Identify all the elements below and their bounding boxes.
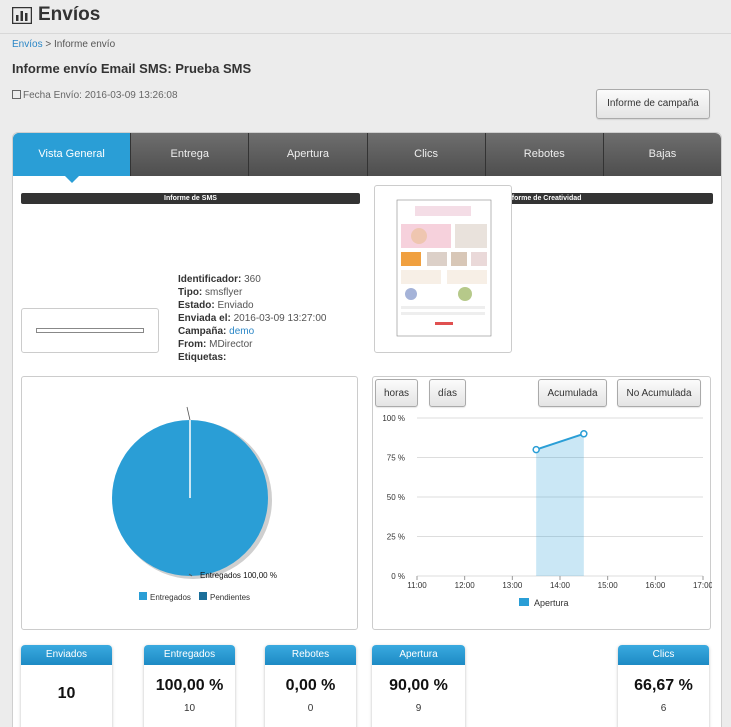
stat-value-clics: 66,67 %: [634, 677, 693, 694]
x-tick-label: 14:00: [550, 581, 571, 590]
data-point-apertura: [580, 430, 588, 438]
non-cumulative-button[interactable]: No Acumulada: [617, 379, 701, 407]
legend-label-apertura: Apertura: [534, 598, 569, 608]
tab-clics[interactable]: Clics: [366, 133, 485, 176]
sms-preview: [21, 308, 159, 353]
pie-chart-svg: Entregados 100,00 % Entregados Pendiente…: [112, 406, 277, 602]
x-tick-label: 12:00: [455, 581, 476, 590]
x-tick-label: 11:00: [407, 581, 427, 590]
y-tick-label: 75 %: [387, 454, 405, 463]
tab-vista-general[interactable]: Vista General: [13, 133, 131, 183]
sent-value: 2016-03-09 13:27:00: [233, 313, 327, 324]
tab-apertura[interactable]: Apertura: [248, 133, 366, 176]
legend-swatch-pendientes: [199, 592, 207, 600]
date-value: 2016-03-09 13:26:08: [84, 90, 178, 101]
state-value: Enviado: [217, 300, 254, 311]
creative-thumbnail[interactable]: [374, 185, 512, 353]
stat-count-entregados: 10: [183, 703, 196, 714]
stat-label-enviados: Enviados: [21, 645, 112, 665]
send-date: Fecha Envío: 2016-03-09 13:26:08: [12, 90, 178, 101]
stat-card-apertura: Apertura 90,00 % 9: [372, 645, 465, 727]
x-tick-label: 13:00: [502, 581, 523, 590]
breadcrumb-current: Informe envío: [53, 39, 116, 50]
tab-entrega[interactable]: Entrega: [130, 133, 248, 176]
pie-label-entregados: Entregados 100,00 %: [200, 571, 277, 580]
series-line-apertura: [535, 432, 585, 451]
y-tick-label: 0 %: [391, 572, 405, 581]
type-value: smsflyer: [205, 287, 243, 298]
stat-label-clics: Clics: [618, 645, 709, 665]
sms-info: Identificador: 360 Tipo: smsflyer Estado…: [178, 274, 327, 363]
stat-card-entregados: Entregados 100,00 % 10: [144, 645, 235, 727]
stat-card-rebotes: Rebotes 0,00 % 0: [265, 645, 356, 727]
y-tick-label: 50 %: [387, 493, 405, 502]
stat-count-clics: 6: [660, 703, 667, 714]
hours-button[interactable]: horas: [375, 379, 418, 407]
bar-chart-icon: [12, 7, 32, 24]
tab-bajas[interactable]: Bajas: [602, 133, 721, 176]
breadcrumb: Envíos > Informe envío: [12, 39, 115, 50]
campaign-report-button[interactable]: Informe de campaña: [596, 89, 710, 119]
stat-card-enviados: Enviados 10: [21, 645, 112, 727]
stat-label-apertura: Apertura: [372, 645, 465, 665]
top-bar: Envíos: [0, 0, 731, 34]
creative-report-header: Informe de Creatividad: [374, 193, 713, 204]
stat-value-entregados: 100,00 %: [155, 677, 224, 694]
calendar-icon: [12, 90, 21, 99]
days-button[interactable]: días: [429, 379, 466, 407]
app-title: Envíos: [38, 4, 101, 25]
date-label: Fecha Envío:: [23, 90, 82, 101]
legend-label-entregados: Entregados: [150, 593, 191, 602]
delivery-pie-chart: Entregados 100,00 % Entregados Pendiente…: [21, 376, 358, 630]
creative-preview-image: [396, 199, 492, 337]
id-value: 360: [244, 274, 261, 285]
stat-value-rebotes: 0,00 %: [285, 677, 336, 694]
campaign-link[interactable]: demo: [229, 326, 255, 337]
y-tick-label: 100 %: [382, 414, 405, 423]
cumulative-button[interactable]: Acumulada: [538, 379, 607, 407]
legend-label-pendientes: Pendientes: [210, 593, 250, 602]
stat-label-rebotes: Rebotes: [265, 645, 356, 665]
legend-swatch-entregados: [139, 592, 147, 600]
legend-swatch-apertura: [519, 598, 529, 606]
breadcrumb-link-envios[interactable]: Envíos: [12, 39, 43, 50]
stat-label-entregados: Entregados: [144, 645, 235, 665]
stat-card-clics: Clics 66,67 % 6: [618, 645, 709, 727]
x-tick-label: 16:00: [645, 581, 666, 590]
sms-report-header: Informe de SMS: [21, 193, 360, 204]
breadcrumb-separator: >: [45, 39, 52, 50]
series-area-apertura: [536, 433, 584, 576]
stat-value-apertura: 90,00 %: [389, 677, 448, 694]
from-value: MDirector: [209, 339, 253, 350]
stat-count-apertura: 9: [415, 703, 422, 714]
x-tick-label: 17:00: [693, 581, 712, 590]
stat-count-rebotes: 0: [307, 703, 314, 714]
area-chart-svg: 0 % 25 % 50 % 75 % 100 % 11:00 12:00 13:00 14:00…: [382, 414, 712, 608]
opens-area-chart: horas días Acumulada No Acumulada 0 % 25 …: [372, 376, 712, 630]
y-tick-label: 25 %: [387, 533, 405, 542]
tab-bar: Vista General Entrega Apertura Clics Reb…: [13, 133, 721, 183]
page-title: Informe envío Email SMS: Prueba SMS: [12, 61, 252, 76]
stat-value-enviados: 10: [57, 685, 76, 702]
tab-rebotes[interactable]: Rebotes: [484, 133, 603, 176]
x-tick-label: 15:00: [598, 581, 619, 590]
report-panel: Vista General Entrega Apertura Clics Reb…: [12, 132, 722, 727]
data-point-apertura: [532, 445, 540, 454]
